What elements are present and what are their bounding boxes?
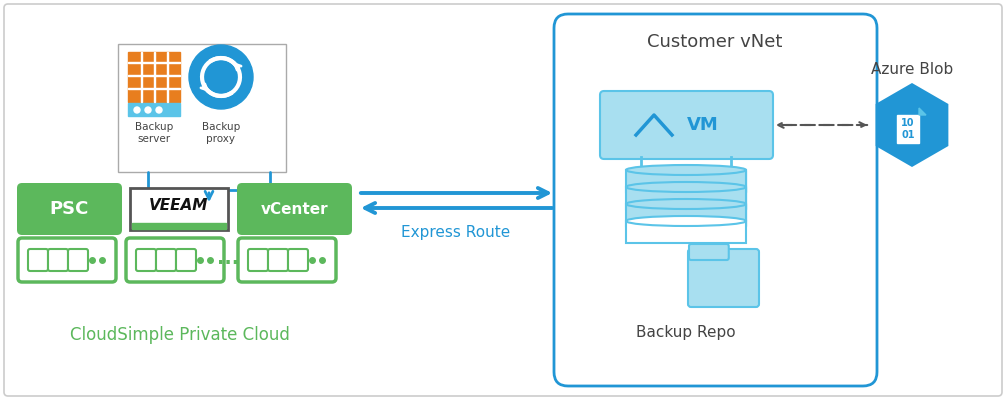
FancyBboxPatch shape — [248, 249, 268, 271]
Circle shape — [145, 107, 151, 113]
Text: VM: VM — [687, 116, 718, 134]
Polygon shape — [875, 83, 949, 167]
Ellipse shape — [626, 199, 746, 209]
FancyBboxPatch shape — [4, 4, 1002, 396]
FancyBboxPatch shape — [156, 249, 176, 271]
Bar — [167, 52, 168, 102]
FancyBboxPatch shape — [28, 249, 48, 271]
Text: VEEAM: VEEAM — [149, 198, 208, 214]
Text: Express Route: Express Route — [401, 224, 511, 240]
Ellipse shape — [626, 165, 746, 175]
Bar — [141, 52, 143, 102]
FancyBboxPatch shape — [688, 249, 759, 307]
Bar — [128, 74, 180, 76]
Text: CloudSimple Private Cloud: CloudSimple Private Cloud — [70, 326, 290, 344]
Bar — [128, 103, 180, 116]
FancyBboxPatch shape — [118, 44, 286, 172]
FancyBboxPatch shape — [600, 91, 773, 159]
FancyBboxPatch shape — [268, 249, 288, 271]
Bar — [626, 221, 746, 243]
Text: ...: ... — [217, 248, 239, 268]
Bar — [626, 170, 746, 192]
FancyBboxPatch shape — [126, 238, 224, 282]
FancyBboxPatch shape — [17, 183, 122, 235]
Bar — [626, 204, 746, 226]
FancyBboxPatch shape — [238, 238, 336, 282]
Text: Backup
proxy: Backup proxy — [202, 122, 240, 144]
Circle shape — [156, 107, 162, 113]
Text: 10
01: 10 01 — [901, 118, 914, 140]
Text: Backup
server: Backup server — [135, 122, 173, 144]
Circle shape — [134, 107, 140, 113]
Bar — [626, 187, 746, 209]
Bar — [897, 115, 919, 143]
FancyBboxPatch shape — [136, 249, 156, 271]
FancyBboxPatch shape — [689, 244, 728, 260]
FancyBboxPatch shape — [176, 249, 196, 271]
FancyBboxPatch shape — [18, 238, 116, 282]
Text: vCenter: vCenter — [261, 202, 328, 216]
FancyBboxPatch shape — [130, 188, 228, 230]
Bar — [626, 170, 746, 192]
Bar — [128, 62, 180, 63]
FancyBboxPatch shape — [554, 14, 877, 386]
Bar — [626, 221, 746, 243]
Bar — [626, 204, 746, 226]
Text: Backup Repo: Backup Repo — [636, 324, 735, 340]
Bar — [132, 223, 226, 229]
Bar — [626, 187, 746, 209]
FancyBboxPatch shape — [237, 183, 352, 235]
FancyBboxPatch shape — [68, 249, 88, 271]
Bar — [128, 52, 180, 102]
Ellipse shape — [626, 182, 746, 192]
Text: Customer vNet: Customer vNet — [647, 33, 783, 51]
FancyBboxPatch shape — [48, 249, 68, 271]
Circle shape — [189, 45, 253, 109]
FancyBboxPatch shape — [288, 249, 308, 271]
Bar — [154, 52, 156, 102]
Ellipse shape — [626, 216, 746, 226]
Text: Azure Blob: Azure Blob — [871, 62, 953, 78]
Polygon shape — [919, 108, 926, 115]
Bar — [128, 88, 180, 89]
Text: PSC: PSC — [50, 200, 90, 218]
